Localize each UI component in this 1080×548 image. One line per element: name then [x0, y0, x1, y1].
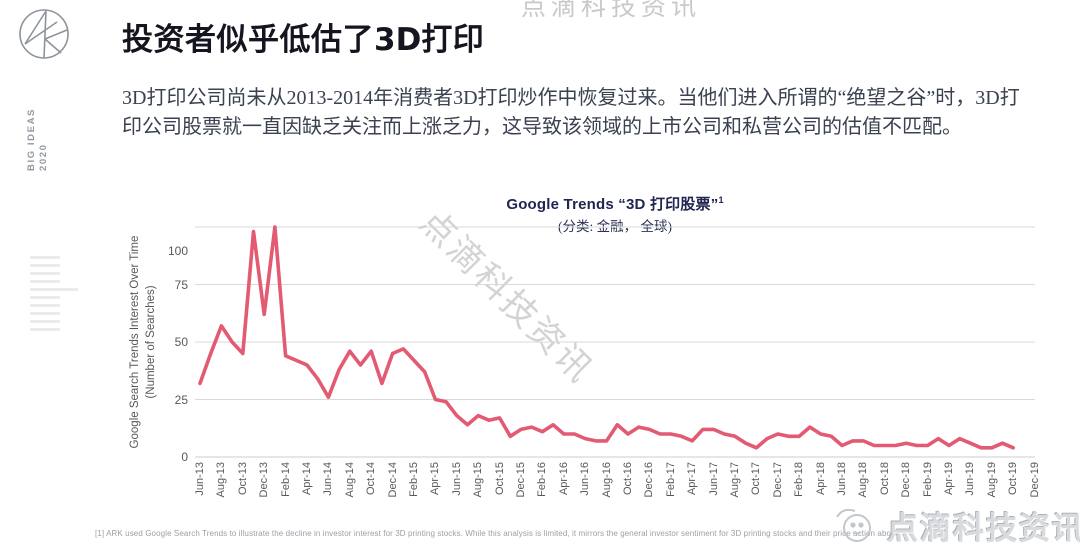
x-tick-label: Dec-16 — [643, 462, 656, 498]
x-tick-label: Dec-17 — [771, 462, 784, 498]
watermark-top: 点滴科技资讯 — [521, 0, 702, 21]
x-tick-label: Oct-17 — [750, 462, 763, 496]
y-tick-label: 25 — [174, 392, 188, 407]
x-tick-label: Jun-13 — [194, 462, 206, 496]
y-tick-label: 0 — [181, 450, 188, 464]
x-tick-label: Feb-18 — [793, 462, 806, 497]
chart-title: Google Trends “3D 打印股票”1 — [195, 193, 1035, 214]
chart-subtitle: (分类: 金融， 全球) — [558, 219, 672, 234]
decorative-line — [30, 256, 60, 259]
brand-vertical-label: BIG IDEAS 2020 — [26, 91, 52, 171]
x-tick-label: Dec-15 — [515, 462, 527, 498]
x-tick-label: Jun-15 — [450, 462, 463, 496]
page-title-3d: 3D — [374, 22, 422, 58]
decorative-line — [30, 328, 60, 331]
y-tick-label: 100 — [167, 244, 188, 258]
x-tick-label: Apr-15 — [429, 462, 442, 496]
x-tick-label: Oct-14 — [365, 462, 378, 496]
decorative-lines — [30, 256, 78, 336]
decorative-line — [30, 264, 60, 267]
chart-title-text: Google Trends “3D 打印股票” — [506, 196, 719, 213]
footnote: [1] ARK used Google Search Trends to ill… — [95, 529, 903, 538]
brand-line2: 2020 — [37, 143, 49, 171]
x-tick-label: Dec-13 — [258, 462, 271, 498]
x-tick-label: Jun-14 — [322, 462, 335, 496]
watermark-bottom-right-text: 点滴科技资讯 — [887, 511, 1080, 546]
watermark-bottom-right: 点滴科技资讯 — [833, 503, 1080, 548]
chart-title-superscript: 1 — [718, 195, 724, 205]
decorative-line — [30, 272, 60, 275]
x-tick-label: Oct-15 — [493, 462, 506, 496]
page-title-prefix: 投资者似乎低估了 — [122, 22, 374, 57]
x-tick-label: Dec-14 — [386, 462, 399, 498]
x-tick-label: Feb-17 — [664, 462, 677, 497]
page-title: 投资者似乎低估了3D打印 — [122, 14, 484, 59]
y-tick-label: 50 — [174, 335, 188, 349]
x-tick-label: Jun-16 — [579, 462, 592, 496]
chart-header: Google Trends “3D 打印股票”1 (分类: 金融， 全球) — [195, 193, 1035, 235]
decorative-line — [30, 288, 78, 291]
y-tick-label: 75 — [174, 277, 188, 292]
x-tick-label: Feb-16 — [536, 462, 549, 497]
decorative-line — [30, 312, 60, 315]
x-tick-label: Jun-17 — [707, 462, 720, 496]
x-tick-label: Feb-15 — [408, 462, 420, 497]
decorative-line — [30, 296, 60, 299]
x-tick-label: Apr-18 — [814, 462, 827, 496]
decorative-line — [30, 304, 60, 307]
x-tick-label: Apr-14 — [301, 462, 313, 496]
y-axis-label-line1: Google Search Trends Interest Over Time — [129, 235, 141, 449]
x-tick-label: Aug-16 — [600, 462, 613, 498]
brand-line1: BIG IDEAS — [26, 108, 37, 171]
body-paragraph: 3D打印公司尚未从2013-2014年消费者3D打印炒作中恢复过来。当他们进入所… — [122, 87, 1020, 138]
ark-logo-icon — [19, 9, 69, 59]
trend-line — [198, 225, 1016, 450]
watermark-logo-icon — [836, 508, 871, 542]
x-tick-label: Apr-16 — [557, 462, 570, 496]
decorative-line — [30, 320, 60, 323]
x-tick-label: Oct-13 — [236, 462, 249, 496]
x-tick-label: Oct-16 — [622, 462, 634, 496]
x-tick-label: Feb-14 — [279, 462, 292, 497]
decorative-line — [30, 280, 60, 283]
x-tick-label: Aug-17 — [729, 462, 741, 498]
x-tick-label: Apr-17 — [686, 462, 699, 496]
x-tick-label: Aug-15 — [472, 462, 485, 498]
x-tick-label: Aug-13 — [215, 462, 228, 498]
x-tick-label: Aug-14 — [343, 462, 356, 498]
page-title-suffix: 打印 — [421, 22, 485, 57]
